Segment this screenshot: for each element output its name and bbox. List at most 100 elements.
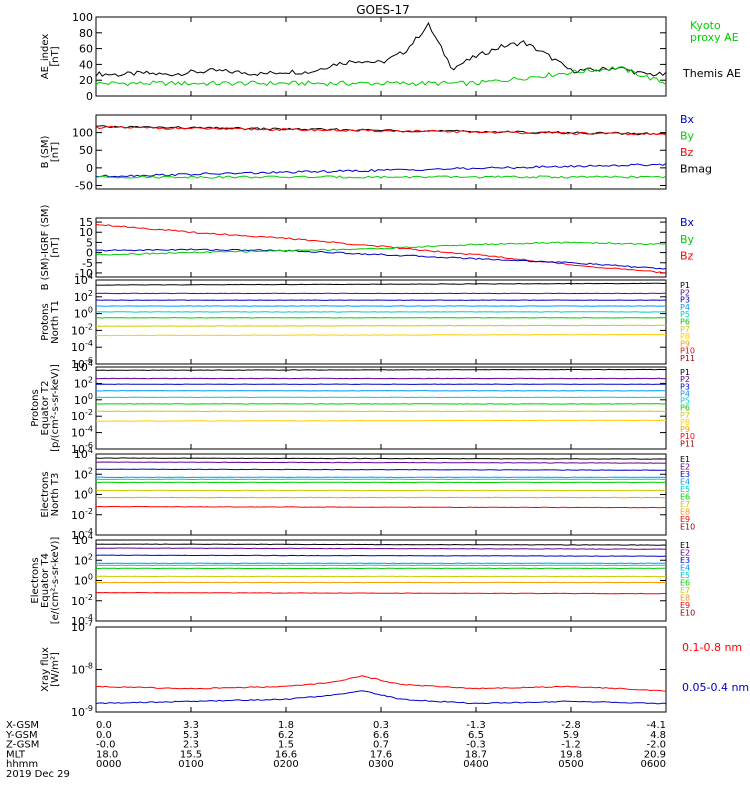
y-tick-label: 10-6 (71, 356, 93, 371)
y-tick-label: 104 (74, 446, 93, 461)
legend-item: E6 (680, 493, 690, 502)
x-row-value: -2.0 (646, 740, 666, 751)
y-tick-label: 10-9 (71, 704, 93, 719)
y-tick-label: 10-4 (71, 425, 93, 440)
legend-item: E3 (680, 470, 690, 479)
legend-item: P6 (680, 318, 690, 327)
y-tick-label: 20 (79, 74, 93, 87)
x-row-value: 1.8 (278, 720, 294, 731)
legend-item: 0.05-0.4 nm (682, 681, 749, 694)
y-tick-label: 100 (74, 306, 93, 321)
x-row-value: 0300 (368, 759, 393, 770)
legend-item: P1 (680, 281, 690, 290)
legend-item: Kyoto (690, 19, 721, 32)
x-row-value: 6.5 (468, 730, 484, 741)
y-tick-label: 0 (86, 90, 93, 103)
legend-item: P9 (680, 339, 690, 348)
x-row-value: 3.3 (183, 720, 199, 731)
y-axis-label: [nT] (50, 46, 61, 66)
y-axis-label: Electrons (40, 471, 51, 517)
y-tick-label: 50 (79, 144, 93, 157)
y-axis-label: North T1 (50, 300, 61, 344)
series-p7 (95, 324, 667, 327)
y-axis-label: [W/m²] (50, 652, 61, 687)
panel-frame (95, 626, 667, 713)
legend-item: P3 (680, 382, 690, 391)
panel-frame (95, 16, 667, 97)
x-row-value: 5.9 (563, 730, 579, 741)
legend-item: By (680, 233, 695, 246)
y-tick-label: 10-4 (71, 339, 93, 354)
x-row-label: Y-GSM (5, 730, 38, 741)
y-tick-label: -10 (75, 267, 93, 280)
legend-item: P6 (680, 404, 690, 413)
legend-item: E3 (680, 556, 690, 565)
legend-item: E1 (680, 455, 690, 464)
panel-2: 100 50 0 -50 B (SM) [nT] Bx By Bz Bmag (40, 113, 712, 192)
series-p1 (96, 368, 667, 371)
y-tick-label: 40 (79, 58, 93, 71)
date-label: 2019 Dec 29 (6, 769, 70, 780)
y-tick-label: 80 (79, 27, 93, 40)
series-p8 (95, 419, 667, 422)
legend-item: P2 (680, 288, 690, 297)
legend-item: E10 (680, 523, 695, 532)
legend-item: P11 (680, 439, 695, 448)
x-row-value: 0500 (558, 759, 583, 770)
x-row-value: 16.6 (275, 749, 297, 760)
series-e1 (95, 543, 667, 546)
x-row-value: 19.8 (560, 749, 582, 760)
x-row-value: 18.7 (465, 749, 487, 760)
y-tick-label: 100 (74, 487, 93, 502)
legend-item: E5 (680, 571, 690, 580)
panel-frame (95, 453, 667, 536)
y-tick-label: 10-4 (71, 613, 93, 628)
y-axis-label: Electrons (30, 557, 41, 603)
y-tick-label: 10 (79, 226, 93, 239)
legend-item: Bmag (680, 162, 712, 175)
x-row-value: 0.7 (373, 740, 389, 751)
legend-item: E10 (680, 609, 695, 618)
legend-item: E8 (680, 594, 690, 603)
y-tick-label: 0 (86, 162, 93, 175)
series-bz (95, 224, 667, 274)
series-0-1-0-8-nm (95, 675, 667, 692)
y-axis-label: [e/(cm²-s-sr-keV)] (50, 537, 61, 625)
legend-item: P2 (680, 375, 690, 384)
panel-frame (95, 279, 667, 365)
x-row-value: -1.3 (466, 720, 486, 731)
x-row-label: hhmm (6, 759, 38, 770)
x-row-value: -1.2 (561, 740, 581, 751)
series-0-05-0-4-nm (95, 690, 667, 705)
legend-item: E2 (680, 549, 690, 558)
legend-item: P7 (680, 411, 690, 420)
legend-item: E6 (680, 579, 690, 588)
series-themis-ae (95, 21, 667, 77)
panel-frame (95, 366, 667, 450)
series-bmag (96, 125, 667, 136)
legend-item: By (680, 129, 695, 142)
series-bx (95, 162, 667, 178)
y-axis-label: B (SM) (40, 135, 51, 168)
series-bz (95, 125, 667, 136)
x-row-value: 6.2 (278, 730, 294, 741)
x-row-value: 15.5 (180, 749, 202, 760)
legend-item: Bz (680, 250, 694, 263)
panel-frame (95, 539, 667, 622)
legend-item: P5 (680, 397, 690, 406)
series-e9 (95, 505, 666, 509)
legend-item: P10 (680, 347, 695, 356)
legend-item: E9 (680, 515, 690, 524)
y-tick-label: 100 (72, 11, 93, 24)
y-tick-label: 10-2 (71, 408, 93, 423)
y-tick-label: -5 (82, 257, 93, 270)
series-e1 (95, 457, 667, 460)
y-axis-label: B (SM)-IGRF (SM) (40, 205, 51, 291)
y-axis-label: [nT] (50, 237, 61, 257)
legend-item: P5 (680, 310, 690, 319)
legend-item: E1 (680, 541, 690, 550)
series-e9 (95, 591, 666, 595)
